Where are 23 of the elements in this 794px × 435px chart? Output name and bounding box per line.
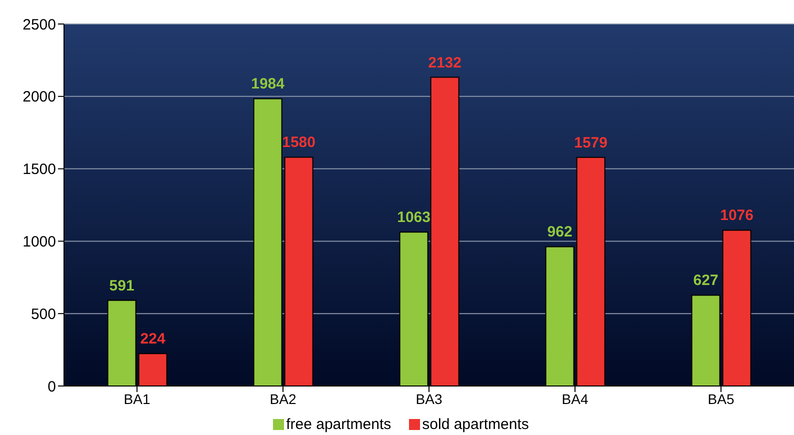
text: sold apartments: [422, 416, 529, 433]
y-tick-label: 0: [48, 378, 56, 396]
legend-label: free apartments: [286, 416, 392, 433]
y-tick-label: 2000: [22, 88, 56, 106]
y-tick-label: 1500: [22, 161, 56, 178]
x-tick-label: BA2: [270, 390, 296, 407]
data-label: 627: [693, 272, 718, 290]
x-tick-label: BA3: [416, 390, 442, 407]
y-tick-label: 500: [30, 306, 56, 323]
data-label: 1076: [720, 207, 754, 224]
data-label: 224: [140, 330, 166, 348]
y-tick-label: 2500: [22, 16, 56, 34]
data-label: 1984: [251, 76, 286, 93]
data-label: 1063: [397, 209, 430, 226]
data-label: 591: [109, 277, 134, 294]
x-tick-label: BA4: [562, 390, 588, 407]
data-label: 2132: [428, 54, 462, 72]
y-tick-label: 1000: [22, 234, 56, 251]
data-label: 1579: [574, 134, 608, 152]
x-tick-label: BA5: [708, 390, 734, 407]
x-tick-label: BA1: [124, 390, 150, 407]
data-label: 962: [547, 224, 572, 241]
data-label: 1580: [282, 134, 316, 152]
